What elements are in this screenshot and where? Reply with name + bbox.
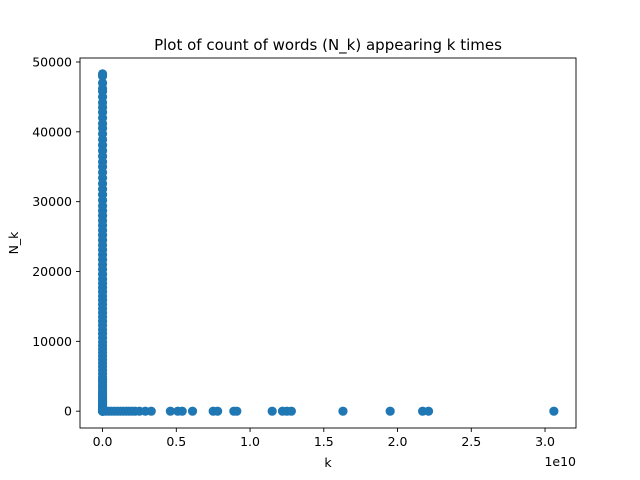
y-tick-label: 0 [64,404,72,419]
x-tick-label: 1.5 [314,434,334,449]
data-point [146,406,156,416]
x-tick-label: 3.0 [535,434,555,449]
x-axis-offset-label: 1e10 [544,454,576,469]
x-tick-label: 2.5 [461,434,481,449]
y-tick-label: 50000 [32,54,72,69]
y-tick-label: 40000 [32,124,72,139]
y-tick-label: 10000 [32,334,72,349]
data-points [97,69,559,416]
y-tick-label: 20000 [32,264,72,279]
x-tick-label: 0.0 [93,434,113,449]
data-point [549,406,559,416]
x-axis-label: k [324,455,332,470]
x-tick-label: 1.0 [240,434,260,449]
data-point [286,406,296,416]
y-tick-label: 30000 [32,194,72,209]
y-axis: 0 10000 20000 30000 40000 50000 [32,54,80,419]
data-point [338,406,348,416]
data-point [423,406,434,416]
data-point [187,406,198,416]
x-tick-label: 2.0 [388,434,408,449]
data-point [267,406,277,416]
x-axis: 0.0 0.5 1.0 1.5 2.0 2.5 3.0 [93,428,555,449]
data-point [177,406,187,416]
y-axis-label: N_k [6,231,21,255]
x-tick-label: 0.5 [166,434,186,449]
data-point [97,71,108,81]
data-point [165,406,176,416]
chart-title: Plot of count of words (N_k) appearing k… [154,36,502,55]
data-point [213,406,223,416]
data-point [232,406,242,416]
data-point [385,406,395,416]
plot-frame [79,57,577,429]
